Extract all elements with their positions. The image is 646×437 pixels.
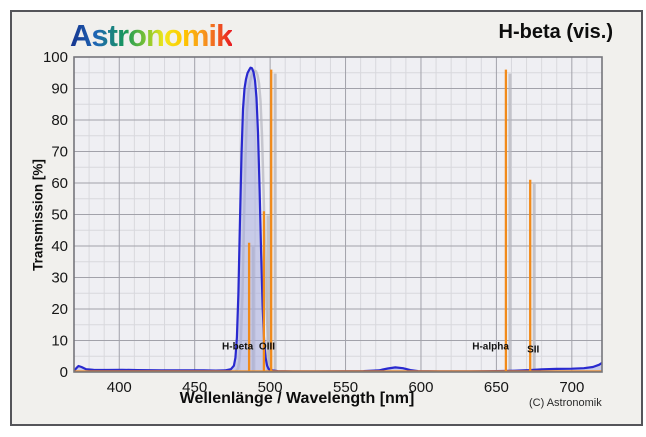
- y-tick-label: 70: [51, 144, 68, 161]
- y-tick-label: 50: [51, 207, 68, 224]
- y-tick-label: 10: [51, 333, 68, 350]
- y-tick-labels: 0 10 20 30 40 50 60 70 80 90 100: [43, 49, 68, 381]
- x-tick-label: 550: [333, 379, 358, 396]
- x-tick-label: 600: [408, 379, 433, 396]
- x-tick-label: 500: [258, 379, 283, 396]
- page-title: H-beta (vis.): [498, 21, 613, 43]
- emission-label-oiii-496: OIII: [259, 341, 275, 352]
- x-tick-label: 400: [107, 379, 132, 396]
- y-tick-label: 30: [51, 270, 68, 287]
- x-tick-label: 650: [484, 379, 509, 396]
- copyright: (C) Astronomik: [529, 397, 602, 409]
- emission-lines-series: [74, 69, 602, 372]
- x-tick-label: 450: [182, 379, 207, 396]
- y-axis-title: Transmission [%]: [30, 159, 46, 271]
- y-tick-label: 80: [51, 112, 68, 129]
- y-tick-label: 40: [51, 238, 68, 255]
- emission-label-sii: SII: [527, 344, 539, 355]
- y-tick-label: 60: [51, 175, 68, 192]
- y-tick-label: 90: [51, 81, 68, 98]
- plot-layers: [74, 57, 602, 372]
- emission-label-hbeta: H-beta: [222, 341, 254, 352]
- y-tick-label: 100: [43, 49, 68, 66]
- emission-line-labels: H-beta OIII H-alpha SII: [222, 341, 540, 355]
- x-tick-label: 700: [559, 379, 584, 396]
- astronomik-logo: Astronomik: [70, 18, 233, 53]
- x-tick-labels: 400 450 500 550 600 650 700: [107, 379, 585, 396]
- emission-label-halpha: H-alpha: [472, 341, 509, 352]
- y-tick-label: 20: [51, 301, 68, 318]
- x-axis-title: Wellenlänge / Wavelength [nm]: [179, 390, 415, 407]
- plot-frame: [73, 56, 603, 373]
- y-tick-label: 0: [60, 364, 68, 381]
